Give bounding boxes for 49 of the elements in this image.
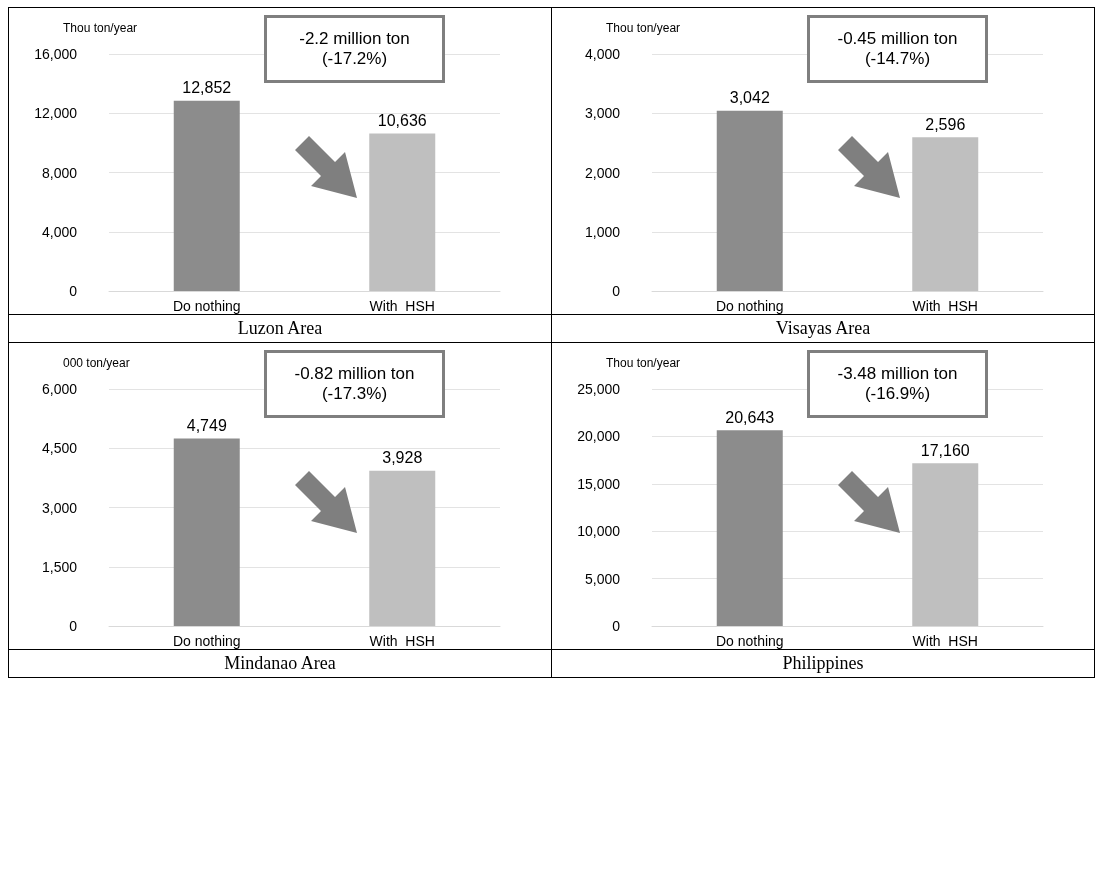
y-axis-title: Thou ton/year [606,21,681,35]
y-tick-label: 25,000 [577,381,621,397]
text: Mindanao Area [9,649,551,677]
data-label: 12,852 [182,79,232,97]
y-tick-label: 15,000 [577,475,621,492]
data-label: 10,636 [377,111,427,129]
text: Visayas Area [552,314,1094,342]
data-label: 4,749 [186,416,227,434]
y-tick-label: 1,000 [584,223,621,240]
y-tick-label: 3,000 [584,105,621,122]
y-tick-label: 8,000 [41,164,78,181]
x-tick-label: Do nothing [172,298,241,314]
x-tick-label: With HSH [369,298,435,314]
y-tick-label: 12,000 [34,105,78,122]
y-tick-label: 2,000 [584,164,621,181]
callout-box: -0.45 million ton (-14.7%) [807,15,988,83]
y-tick-label: 3,000 [41,499,78,516]
text: Philippines [552,649,1094,677]
y-tick-label: 0 [612,283,621,299]
y-tick-label: 0 [69,283,78,299]
y-tick-label: 10,000 [577,523,621,540]
x-tick-label: Do nothing [172,633,241,649]
text: Luzon Area [9,314,551,342]
callout-box: -0.82 million ton (-17.3%) [264,350,445,418]
y-tick-label: 1,500 [41,558,78,575]
callout-box: -3.48 million ton (-16.9%) [807,350,988,418]
y-tick-label: 4,000 [584,46,621,62]
x-tick-label: With HSH [912,298,978,314]
data-label: 3,928 [382,449,423,467]
y-tick-label: 6,000 [41,381,78,397]
y-tick-label: 20,000 [577,428,621,445]
callout-box: -2.2 million ton (-17.2%) [264,15,445,83]
x-tick-label: With HSH [912,633,978,649]
data-label: 3,042 [729,89,770,107]
y-axis-title: Thou ton/year [63,21,138,35]
data-label: 20,643 [725,408,775,426]
y-axis-title: 000 ton/year [63,356,130,370]
x-tick-label: With HSH [369,633,435,649]
x-tick-label: Do nothing [715,633,784,649]
y-tick-label: 0 [69,618,78,634]
y-tick-label: 4,000 [41,223,78,240]
y-axis-title: Thou ton/year [606,356,681,370]
x-tick-label: Do nothing [715,298,784,314]
data-label: 2,596 [925,115,966,133]
y-tick-label: 16,000 [34,46,78,62]
data-label: 17,160 [920,441,970,459]
y-tick-label: 4,500 [41,440,78,457]
y-tick-label: 0 [612,618,621,634]
y-tick-label: 5,000 [584,570,621,587]
